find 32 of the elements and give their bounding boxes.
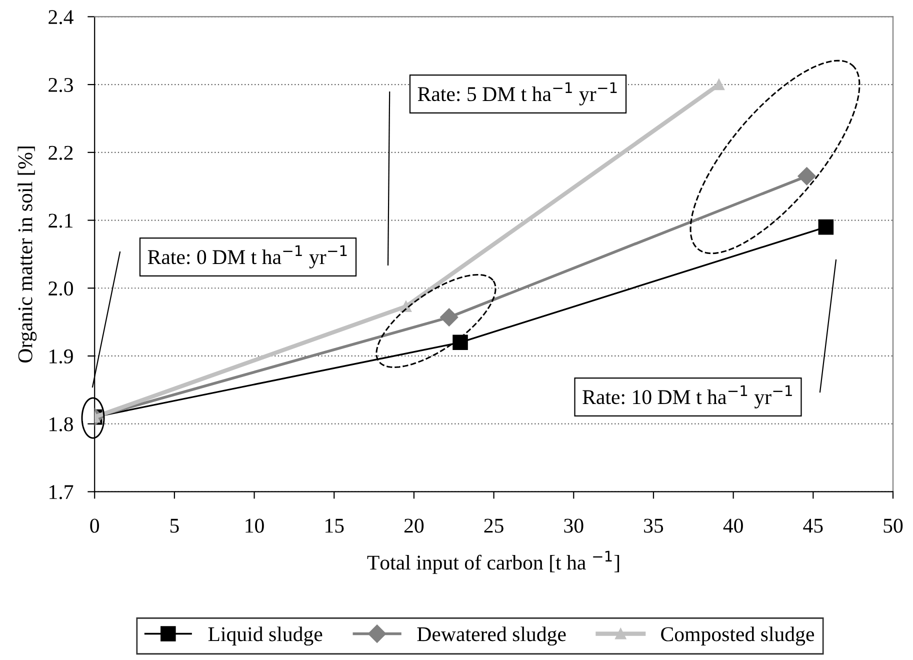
x-tick-label: 15	[326, 518, 344, 533]
x-tick-label: 50	[884, 518, 903, 533]
point	[452, 334, 468, 350]
x-tick-label: 20	[404, 518, 424, 533]
x-tick-label: 0	[90, 518, 100, 533]
legend-label: Composted sludge	[661, 626, 814, 646]
x-axis-title: Total input of carbon [t ha $^{−1}$]	[367, 550, 620, 574]
x-tick-label: 35	[644, 518, 664, 533]
y-tick-label: 2.4	[48, 10, 74, 24]
y-tick-label: 1.9	[50, 349, 73, 364]
y-tick-label: 2.1	[48, 214, 73, 228]
y-tick-label: 2.3	[48, 78, 73, 92]
y-tick-label: 1.8	[50, 417, 73, 432]
x-tick-label: 45	[803, 518, 823, 533]
x-tick-label: 40	[723, 518, 743, 533]
x-tick-label: 5	[170, 518, 179, 533]
y-axis-title: Organic matter in soil [%]	[18, 146, 37, 362]
point	[818, 219, 834, 235]
annotation: Rate: 10 DM t ha$^{−1}$ yr$^{−1}$	[582, 385, 792, 408]
x-tick-label: 25	[484, 518, 504, 533]
point	[798, 167, 816, 186]
y-tick-label: 1.7	[50, 485, 74, 500]
y-tick-label: 2.0	[48, 282, 73, 296]
annotation: Rate: 0 DM t ha$^{−1}$ yr$^{−1}$	[148, 245, 347, 268]
x-tick-label: 30	[564, 518, 584, 533]
legend-label: Dewatered sludge	[417, 626, 566, 646]
point	[713, 79, 725, 90]
legend-label: Liquid sludge	[208, 626, 322, 646]
y-tick-label: 2.2	[48, 146, 73, 160]
annotation: Rate: 5 DM t ha$^{−1}$ yr$^{−1}$	[418, 82, 617, 106]
x-tick-label: 10	[246, 518, 264, 533]
point	[440, 308, 458, 326]
